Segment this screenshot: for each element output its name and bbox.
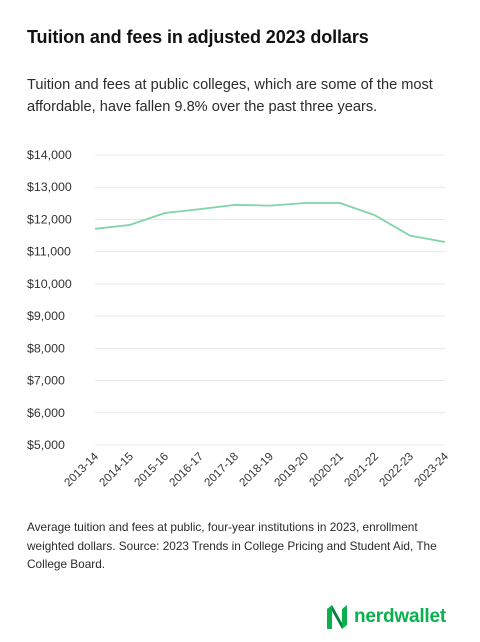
nerdwallet-logo-icon xyxy=(327,605,347,629)
x-tick-label: 2014-15 xyxy=(97,450,136,489)
y-tick-label: $14,000 xyxy=(27,148,72,162)
tuition-line-chart: $5,000 $6,000 $7,000 $8,000 $9,000 $10,000 $11… xyxy=(27,148,452,490)
grid-lines xyxy=(95,154,445,446)
source-note: Average tuition and fees at public, four… xyxy=(27,520,437,571)
y-tick-label: $5,000 xyxy=(27,438,65,452)
x-tick-label: 2021-22 xyxy=(342,450,381,489)
y-tick-label: $13,000 xyxy=(27,180,72,194)
brand-name: nerdwallet xyxy=(354,606,446,627)
chart-subtitle: Tuition and fees at public colleges, whi… xyxy=(27,77,433,115)
series-line xyxy=(94,202,446,243)
x-tick-label: 2015-16 xyxy=(132,450,171,489)
x-tick-label: 2013-14 xyxy=(62,450,102,490)
x-axis-ticks: 2013-142014-152015-162016-172017-182018-… xyxy=(62,450,452,490)
series-layer xyxy=(94,202,446,243)
y-tick-label: $6,000 xyxy=(27,406,65,420)
y-tick-label: $7,000 xyxy=(27,374,65,388)
y-tick-label: $9,000 xyxy=(27,309,65,323)
y-tick-label: $11,000 xyxy=(27,245,71,259)
x-tick-label: 2016-17 xyxy=(167,450,206,489)
y-tick-label: $12,000 xyxy=(27,212,72,226)
x-tick-label: 2023-24 xyxy=(412,450,452,490)
x-tick-label: 2019-20 xyxy=(272,450,311,489)
y-tick-label: $10,000 xyxy=(27,277,72,291)
x-tick-label: 2018-19 xyxy=(237,450,276,489)
y-axis-ticks: $5,000 $6,000 $7,000 $8,000 $9,000 $10,000 $11… xyxy=(27,148,72,452)
chart-title: Tuition and fees in adjusted 2023 dollar… xyxy=(27,27,369,47)
x-tick-label: 2020-21 xyxy=(307,450,346,489)
brand-logo: nerdwallet xyxy=(326,604,446,630)
y-tick-label: $8,000 xyxy=(27,341,65,355)
x-tick-label: 2017-18 xyxy=(202,450,241,489)
x-tick-label: 2022-23 xyxy=(377,450,416,489)
